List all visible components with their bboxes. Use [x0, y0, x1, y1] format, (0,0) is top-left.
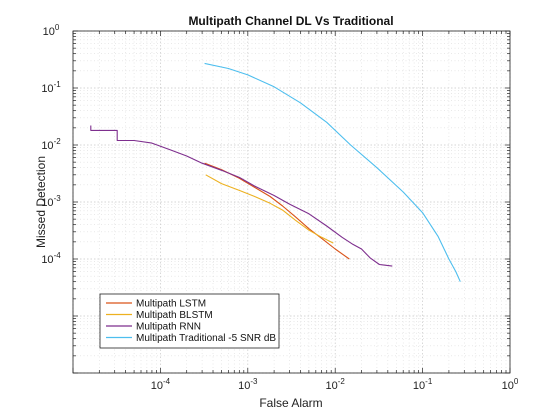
series-line-4: [204, 62, 461, 282]
legend-label: Multipath LSTM: [136, 299, 206, 310]
series-line-3: [90, 125, 393, 267]
y-tick-label: 10-1: [41, 80, 61, 95]
x-axis-label: False Alarm: [259, 396, 322, 410]
y-axis-label: Missed Detection: [34, 156, 48, 248]
x-tick-label: 10-3: [238, 377, 258, 392]
axis-ticks: [72, 30, 511, 374]
series-line-2: [205, 174, 334, 244]
y-tick-label: 100: [43, 23, 60, 38]
legend-label: Multipath Traditional -5 SNR dB: [136, 333, 276, 344]
chart-title: Multipath Channel DL Vs Traditional: [188, 14, 393, 28]
series-layer: [90, 62, 461, 282]
legend-label: Multipath RNN: [136, 322, 201, 333]
tick-labels: 10-4 10-3 10-2 10-1 100 10-4 10-3 10-2 10-1 100: [41, 23, 519, 392]
legend-label: Multipath BLSTM: [136, 310, 213, 321]
x-tick-label: 10-4: [151, 377, 171, 392]
x-tick-label: 10-1: [413, 377, 433, 392]
y-tick-label: 10-4: [41, 251, 61, 266]
y-tick-label: 10-2: [41, 137, 61, 152]
x-tick-label: 10-2: [326, 377, 346, 392]
x-tick-label: 100: [502, 377, 519, 392]
y-tick-label: 10-3: [41, 194, 61, 209]
